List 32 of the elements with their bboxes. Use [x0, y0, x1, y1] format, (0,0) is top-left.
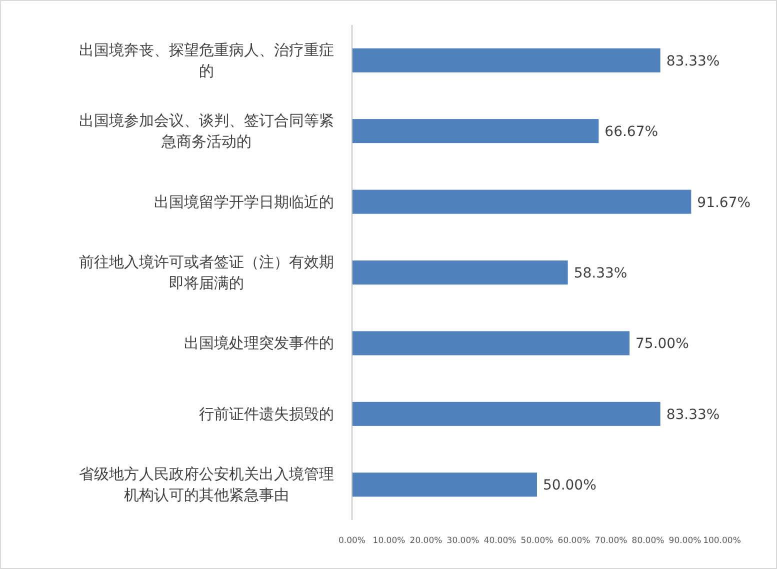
y-tick-label: 出国境奔丧、探望危重病人、治疗重症的	[79, 40, 334, 80]
bar	[352, 190, 692, 214]
bar	[352, 331, 630, 356]
data-label: 75.00%	[636, 336, 689, 352]
data-label: 66.67%	[604, 124, 658, 140]
y-tick-label: 出国境参加会议、谈判、签订合同等紧急商务活动的	[79, 112, 334, 151]
x-tick-label: 20.00%	[410, 536, 442, 546]
y-tick-label: 省级地方人民政府公安机关出入境管理机构认可的其他紧急事由	[79, 465, 334, 504]
y-tick-label: 出国境留学开学日期临近的	[154, 192, 334, 211]
y-tick-label: 前往地入境许可或者签证（注）有效期即将届满的	[79, 253, 334, 292]
x-tick-label: 90.00%	[668, 536, 702, 546]
x-tick-label: 70.00%	[594, 536, 628, 546]
data-label: 83.33%	[666, 406, 720, 423]
x-tick-label: 100.00%	[703, 536, 741, 546]
x-tick-label: 50.00%	[520, 536, 554, 546]
bar	[352, 48, 660, 72]
bar	[352, 260, 568, 285]
x-tick-label: 30.00%	[446, 536, 480, 546]
bar	[352, 119, 599, 144]
bar	[352, 402, 660, 426]
bar	[352, 472, 537, 497]
x-tick-label: 10.00%	[372, 536, 406, 546]
x-tick-label: 60.00%	[558, 536, 590, 546]
x-tick-label: 80.00%	[632, 536, 664, 546]
x-tick-label: 0.00%	[338, 536, 366, 546]
y-tick-label: 行前证件遗失损毁的	[199, 404, 334, 423]
data-label: 58.33%	[574, 266, 628, 282]
y-tick-label: 出国境处理突发事件的	[184, 334, 334, 352]
x-tick-label: 40.00%	[484, 536, 516, 546]
data-label: 83.33%	[666, 53, 720, 70]
data-label: 50.00%	[543, 478, 596, 494]
data-label: 91.67%	[697, 194, 751, 211]
